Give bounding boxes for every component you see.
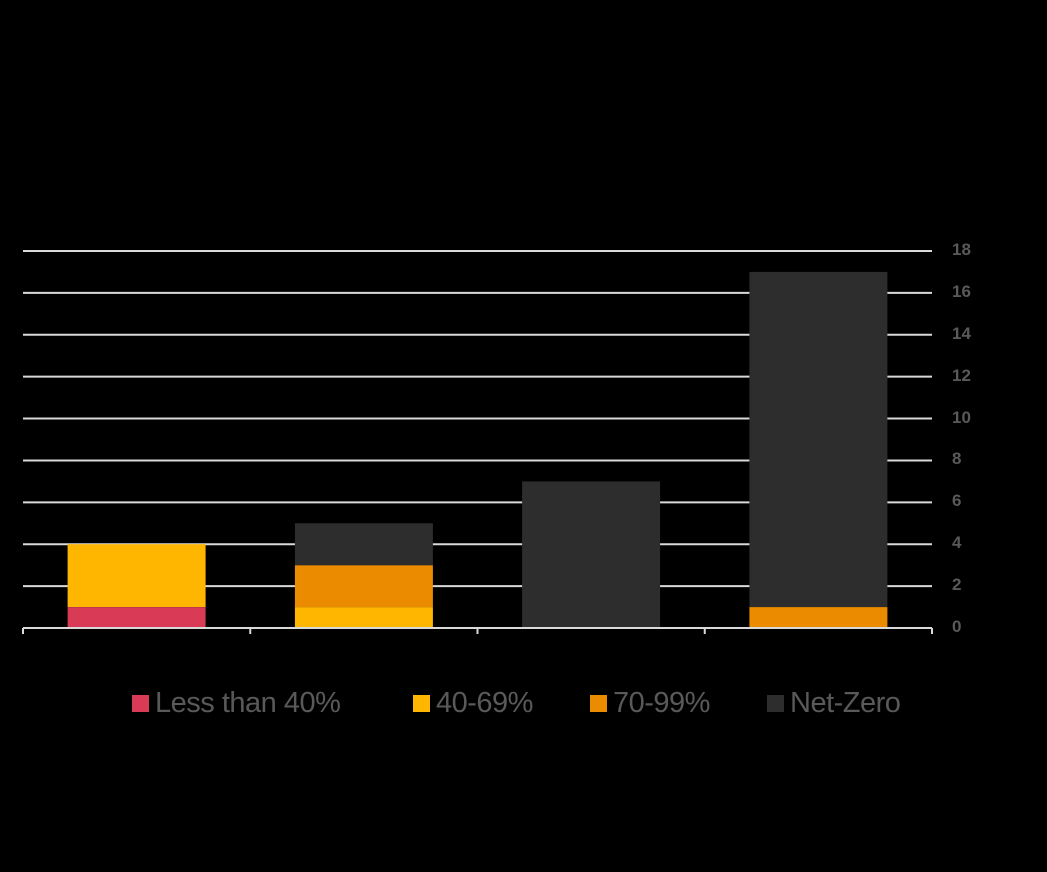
bar-segment [522, 481, 661, 628]
y-tick-label: 8 [952, 449, 962, 469]
legend-item-less-than-40: Less than 40% [132, 683, 341, 723]
y-tick-label: 2 [952, 575, 962, 595]
y-tick-label: 10 [952, 407, 971, 427]
legend-item-40-69: 40-69% [413, 683, 533, 723]
bar-segment [749, 271, 888, 607]
y-tick-label: 4 [952, 533, 962, 553]
legend-item-net-zero: Net-Zero [767, 683, 901, 723]
y-tick-label: 14 [952, 323, 971, 343]
legend-swatch [767, 694, 784, 712]
legend-swatch [132, 694, 149, 712]
y-tick-label: 18 [952, 240, 971, 259]
y-tick-label: 0 [952, 617, 962, 636]
legend: Less than 40% 40-69% 70-99% Net-Zero [0, 683, 1047, 723]
x-axis [22, 627, 933, 634]
y-tick-label: 12 [952, 365, 971, 385]
bar-segment [294, 523, 433, 566]
y-tick-label: 16 [952, 281, 971, 301]
legend-swatch [413, 694, 430, 712]
y-tick-label: 6 [952, 491, 962, 511]
bar-segment [67, 544, 206, 607]
legend-label: 40-69% [436, 686, 533, 719]
legend-label: Less than 40% [155, 686, 341, 719]
bar-segment [67, 607, 206, 628]
bar-segment [749, 607, 888, 628]
legend-label: 70-99% [613, 686, 710, 719]
bar-segment [294, 565, 433, 608]
legend-label: Net-Zero [790, 686, 901, 719]
bar-segment [294, 607, 433, 628]
legend-swatch [590, 694, 607, 712]
legend-item-70-99: 70-99% [590, 683, 710, 723]
bars [67, 271, 888, 628]
